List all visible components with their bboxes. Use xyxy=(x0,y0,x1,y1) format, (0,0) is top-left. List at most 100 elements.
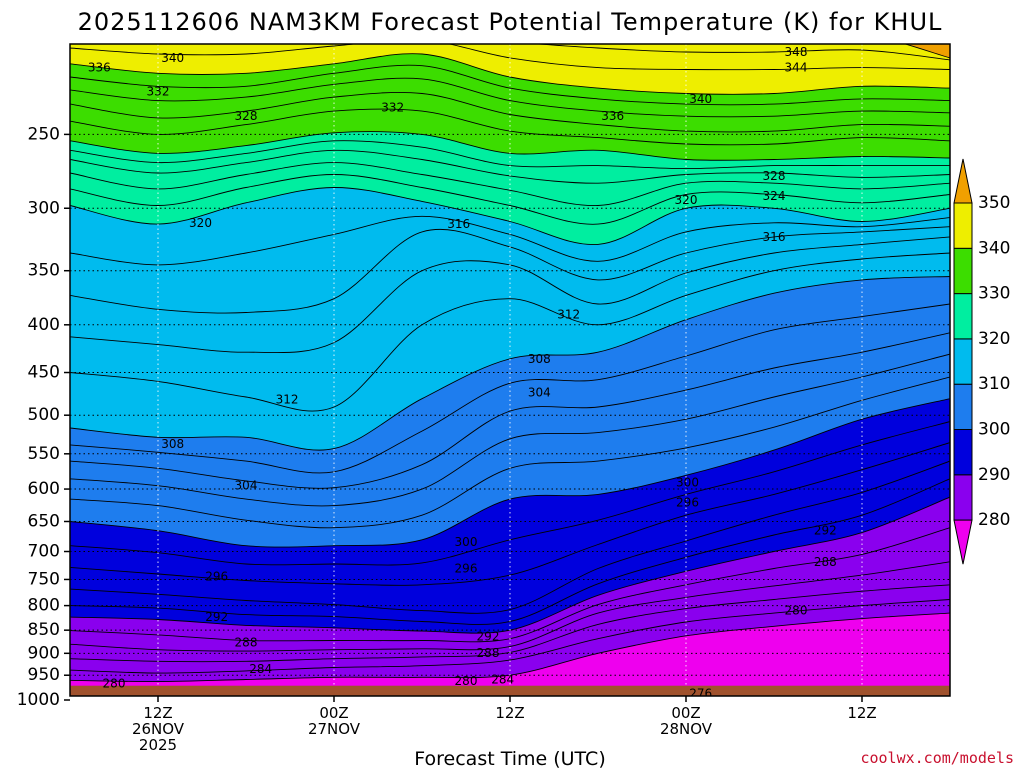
isentrope-348 xyxy=(531,44,950,61)
isentrope-304 xyxy=(70,353,950,507)
x-tick-label: 12Z xyxy=(143,704,172,722)
colorbar-swatch-330 xyxy=(953,247,973,295)
band-above-340 xyxy=(70,44,950,95)
contour-label: 320 xyxy=(189,216,212,230)
contour-label: 296 xyxy=(205,570,228,584)
isentrope-306 xyxy=(70,332,950,489)
contour-label: 312 xyxy=(276,393,299,407)
x-tick-label: 12Z xyxy=(495,704,524,722)
contour-label: 288 xyxy=(814,555,837,569)
contour-label: 340 xyxy=(689,92,712,106)
y-tick-label: 650 xyxy=(28,511,60,531)
x-tick-label: 2025 xyxy=(139,736,177,754)
x-tick-label: 27NOV xyxy=(308,720,361,738)
y-tick-label: 600 xyxy=(28,479,60,499)
colorbar-swatch-300 xyxy=(953,383,973,431)
contour-label: 280 xyxy=(103,677,126,691)
colorbar-label: 290 xyxy=(978,465,1010,485)
isentrope-324 xyxy=(70,162,950,206)
contour-label: 344 xyxy=(785,61,808,75)
contour-label: 300 xyxy=(455,535,478,549)
contour-label: 312 xyxy=(557,308,580,322)
contour-label: 336 xyxy=(88,61,111,75)
colorbar-label: 340 xyxy=(978,238,1010,258)
y-tick-label: 450 xyxy=(28,363,60,383)
contour-label-layer: 340 336 332 328 332 336 340 348 344 328 324 320 316 3… xyxy=(88,45,837,701)
isentrope-336 xyxy=(70,77,950,118)
band-above-350 xyxy=(903,44,950,59)
contour-label: 340 xyxy=(161,51,184,65)
colorbar-swatch-320 xyxy=(953,293,973,340)
isentrope-338 xyxy=(70,64,950,106)
contour-label: 292 xyxy=(814,524,837,538)
contour-label: 324 xyxy=(763,189,786,203)
y-tick-label: 1000 xyxy=(17,690,60,710)
contour-label: 308 xyxy=(161,437,184,451)
x-tick-label: 28NOV xyxy=(660,720,713,738)
contour-label: 348 xyxy=(785,45,808,59)
x-tick-label: 00Z xyxy=(671,704,700,722)
y-tick-label: 850 xyxy=(28,620,60,640)
contour-label: 332 xyxy=(147,85,170,99)
isentrope-286 xyxy=(70,561,950,652)
contour-label: 308 xyxy=(528,352,551,366)
y-tick-label: 900 xyxy=(28,643,60,663)
x-tick-label: 00Z xyxy=(319,704,348,722)
y-tick-label: 800 xyxy=(28,596,60,616)
contour-label: 288 xyxy=(477,646,500,660)
isentrope-308 xyxy=(70,303,950,474)
x-tick-label: 26NOV xyxy=(132,720,185,738)
y-tick-label: 300 xyxy=(28,198,60,218)
colorbar-label: 310 xyxy=(978,374,1010,394)
contour-label: 280 xyxy=(785,604,808,618)
y-tick-label: 400 xyxy=(28,315,60,335)
isentrope-332 xyxy=(70,108,950,146)
y-tick-label: 750 xyxy=(28,569,60,589)
isentrope-294 xyxy=(70,460,950,614)
contour-label: 292 xyxy=(205,610,228,624)
contour-label: 336 xyxy=(601,109,624,123)
plot-area: 340 336 332 328 332 336 340 348 344 328 324 320 316 3… xyxy=(70,44,950,701)
contour-label: 276 xyxy=(689,687,712,701)
y-tick-label: 950 xyxy=(28,665,60,685)
colorbar-label: 330 xyxy=(978,284,1010,304)
y-tick-label: 500 xyxy=(28,405,60,425)
contour-label: 304 xyxy=(528,386,551,400)
contour-label: 296 xyxy=(676,495,699,509)
isentrope-312 xyxy=(70,252,950,412)
colorbar-swatch-310 xyxy=(953,338,973,385)
isentrope-334 xyxy=(70,92,950,133)
colorbar-arrow-top xyxy=(953,158,973,204)
grid-layer xyxy=(70,44,950,696)
contour-label: 304 xyxy=(235,479,258,493)
x-axis-title: Forecast Time (UTC) xyxy=(414,748,605,768)
colorbar-swatch-290 xyxy=(953,429,973,476)
x-tick-label: 12Z xyxy=(847,704,876,722)
contour-label: 284 xyxy=(249,662,272,676)
colorbar: 280 290 300 310 320 330 340 350 xyxy=(953,158,1010,565)
colorbar-swatch-340 xyxy=(953,202,973,249)
y-axis: 250 300 350 400 450 500 550 600 650 700 750 800 850 9… xyxy=(17,124,70,710)
isentrope-282 xyxy=(70,599,950,674)
contour-label: 320 xyxy=(675,193,698,207)
colorbar-label: 320 xyxy=(978,329,1010,349)
colorbar-label: 300 xyxy=(978,420,1010,440)
isentrope-322 xyxy=(70,174,950,225)
contour-label: 300 xyxy=(676,475,699,489)
contour-label: 296 xyxy=(455,562,478,576)
contour-label: 316 xyxy=(763,230,786,244)
colorbar-label: 350 xyxy=(978,193,1010,213)
y-tick-label: 250 xyxy=(28,124,60,144)
colorbar-label: 280 xyxy=(978,510,1010,530)
contour-label: 328 xyxy=(235,109,258,123)
colorbar-arrow-bottom xyxy=(953,519,973,565)
ground-surface xyxy=(70,685,950,696)
y-tick-label: 700 xyxy=(28,542,60,562)
y-tick-label: 350 xyxy=(28,261,60,281)
contour-label: 316 xyxy=(447,217,470,231)
contour-label: 328 xyxy=(763,169,786,183)
chart-title: 2025112606 NAM3KM Forecast Potential Tem… xyxy=(78,8,943,36)
credit-text: coolwx.com/models xyxy=(860,749,1014,767)
